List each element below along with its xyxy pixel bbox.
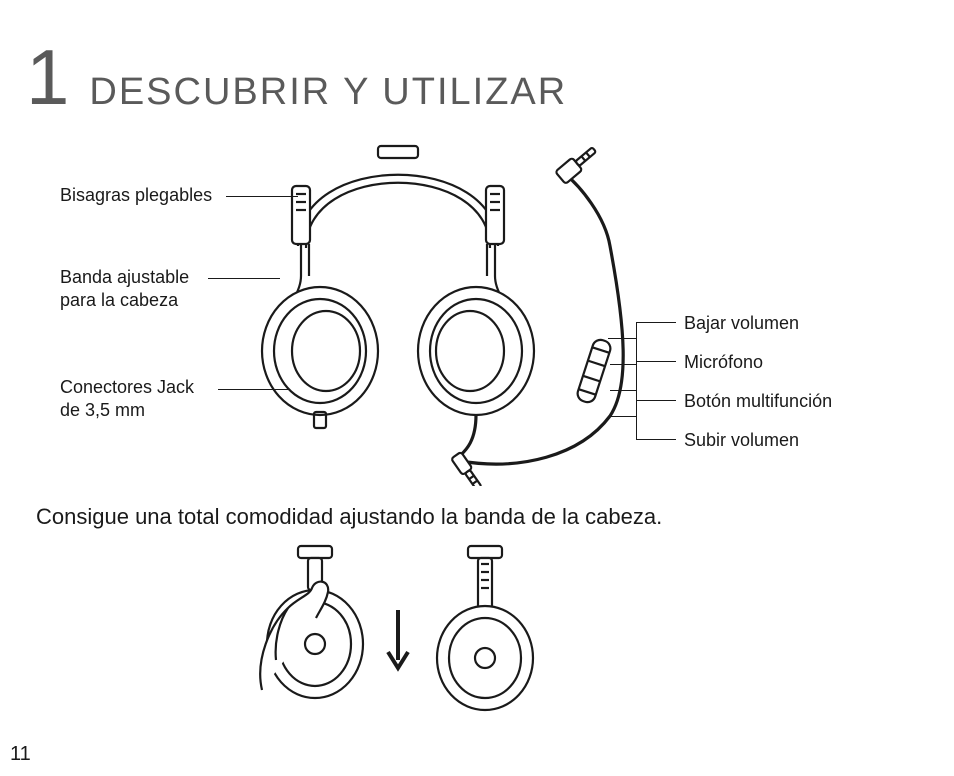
label-multi: Botón multifunción — [684, 390, 832, 413]
instruction-text: Consigue una total comodidad ajustando l… — [36, 504, 918, 530]
adjust-illustration — [20, 540, 934, 720]
label-hinges: Bisagras plegables — [60, 184, 212, 207]
leader-line — [636, 439, 676, 440]
label-jack: Conectores Jack de 3,5 mm — [60, 376, 194, 421]
leader-line — [636, 322, 676, 323]
label-vol-down: Bajar volumen — [684, 312, 799, 335]
label-jack-l2: de 3,5 mm — [60, 400, 145, 420]
manual-page: 1 DESCUBRIR Y UTILIZAR — [0, 0, 954, 776]
label-jack-l1: Conectores Jack — [60, 377, 194, 397]
leader-line — [218, 389, 290, 390]
leader-line — [636, 322, 637, 338]
label-mic: Micrófono — [684, 351, 763, 374]
headphones-diagram: Bisagras plegables Banda ajustable para … — [20, 116, 934, 486]
leader-line — [608, 416, 636, 417]
label-headband-l2: para la cabeza — [60, 290, 178, 310]
label-headband: Banda ajustable para la cabeza — [60, 266, 189, 311]
leader-line — [636, 400, 676, 401]
section-number: 1 — [26, 38, 69, 116]
page-number: 11 — [10, 743, 31, 766]
section-title: DESCUBRIR Y UTILIZAR — [89, 71, 567, 114]
label-hinges-text: Bisagras plegables — [60, 185, 212, 205]
leader-line — [610, 390, 636, 391]
leader-line — [226, 196, 298, 197]
adjust-diagram — [20, 540, 934, 720]
label-headband-l1: Banda ajustable — [60, 267, 189, 287]
leader-line — [608, 338, 636, 339]
leader-line — [636, 361, 676, 362]
section-heading: 1 DESCUBRIR Y UTILIZAR — [26, 38, 934, 116]
leader-line — [636, 416, 637, 439]
leader-line — [610, 364, 636, 365]
leader-line — [208, 278, 280, 279]
label-vol-up: Subir volumen — [684, 429, 799, 452]
